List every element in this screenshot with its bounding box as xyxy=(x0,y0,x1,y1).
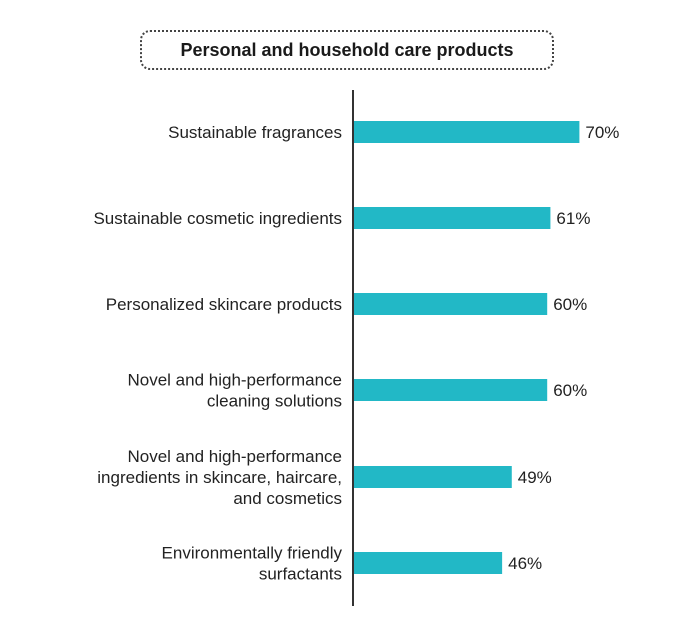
bar-1 xyxy=(354,121,580,143)
value-label-2: 61% xyxy=(556,209,590,228)
chart-title: Personal and household care products xyxy=(140,30,554,70)
value-label-5: 49% xyxy=(518,468,552,487)
category-label-6: Environmentally friendly surfactants xyxy=(162,544,343,584)
category-label-2: Sustainable cosmetic ingredients xyxy=(93,209,342,228)
category-label-5: Novel and high-performance ingredients in… xyxy=(97,447,342,508)
bar-2 xyxy=(354,207,551,229)
value-label-4: 60% xyxy=(553,381,587,400)
bar-4 xyxy=(354,379,548,401)
bar-3 xyxy=(354,293,548,315)
bar-6 xyxy=(354,552,503,574)
value-label-1: 70% xyxy=(585,123,619,142)
bars-group: 70% Sustainable fragrances 61% Sustainable … xyxy=(93,121,619,584)
value-label-6: 46% xyxy=(508,554,542,573)
bar-5 xyxy=(354,466,512,488)
category-label-1: Sustainable fragrances xyxy=(168,123,342,142)
category-label-4: Novel and high-performance cleaning solut… xyxy=(127,371,342,411)
category-label-3: Personalized skincare products xyxy=(106,295,342,314)
value-label-3: 60% xyxy=(553,295,587,314)
